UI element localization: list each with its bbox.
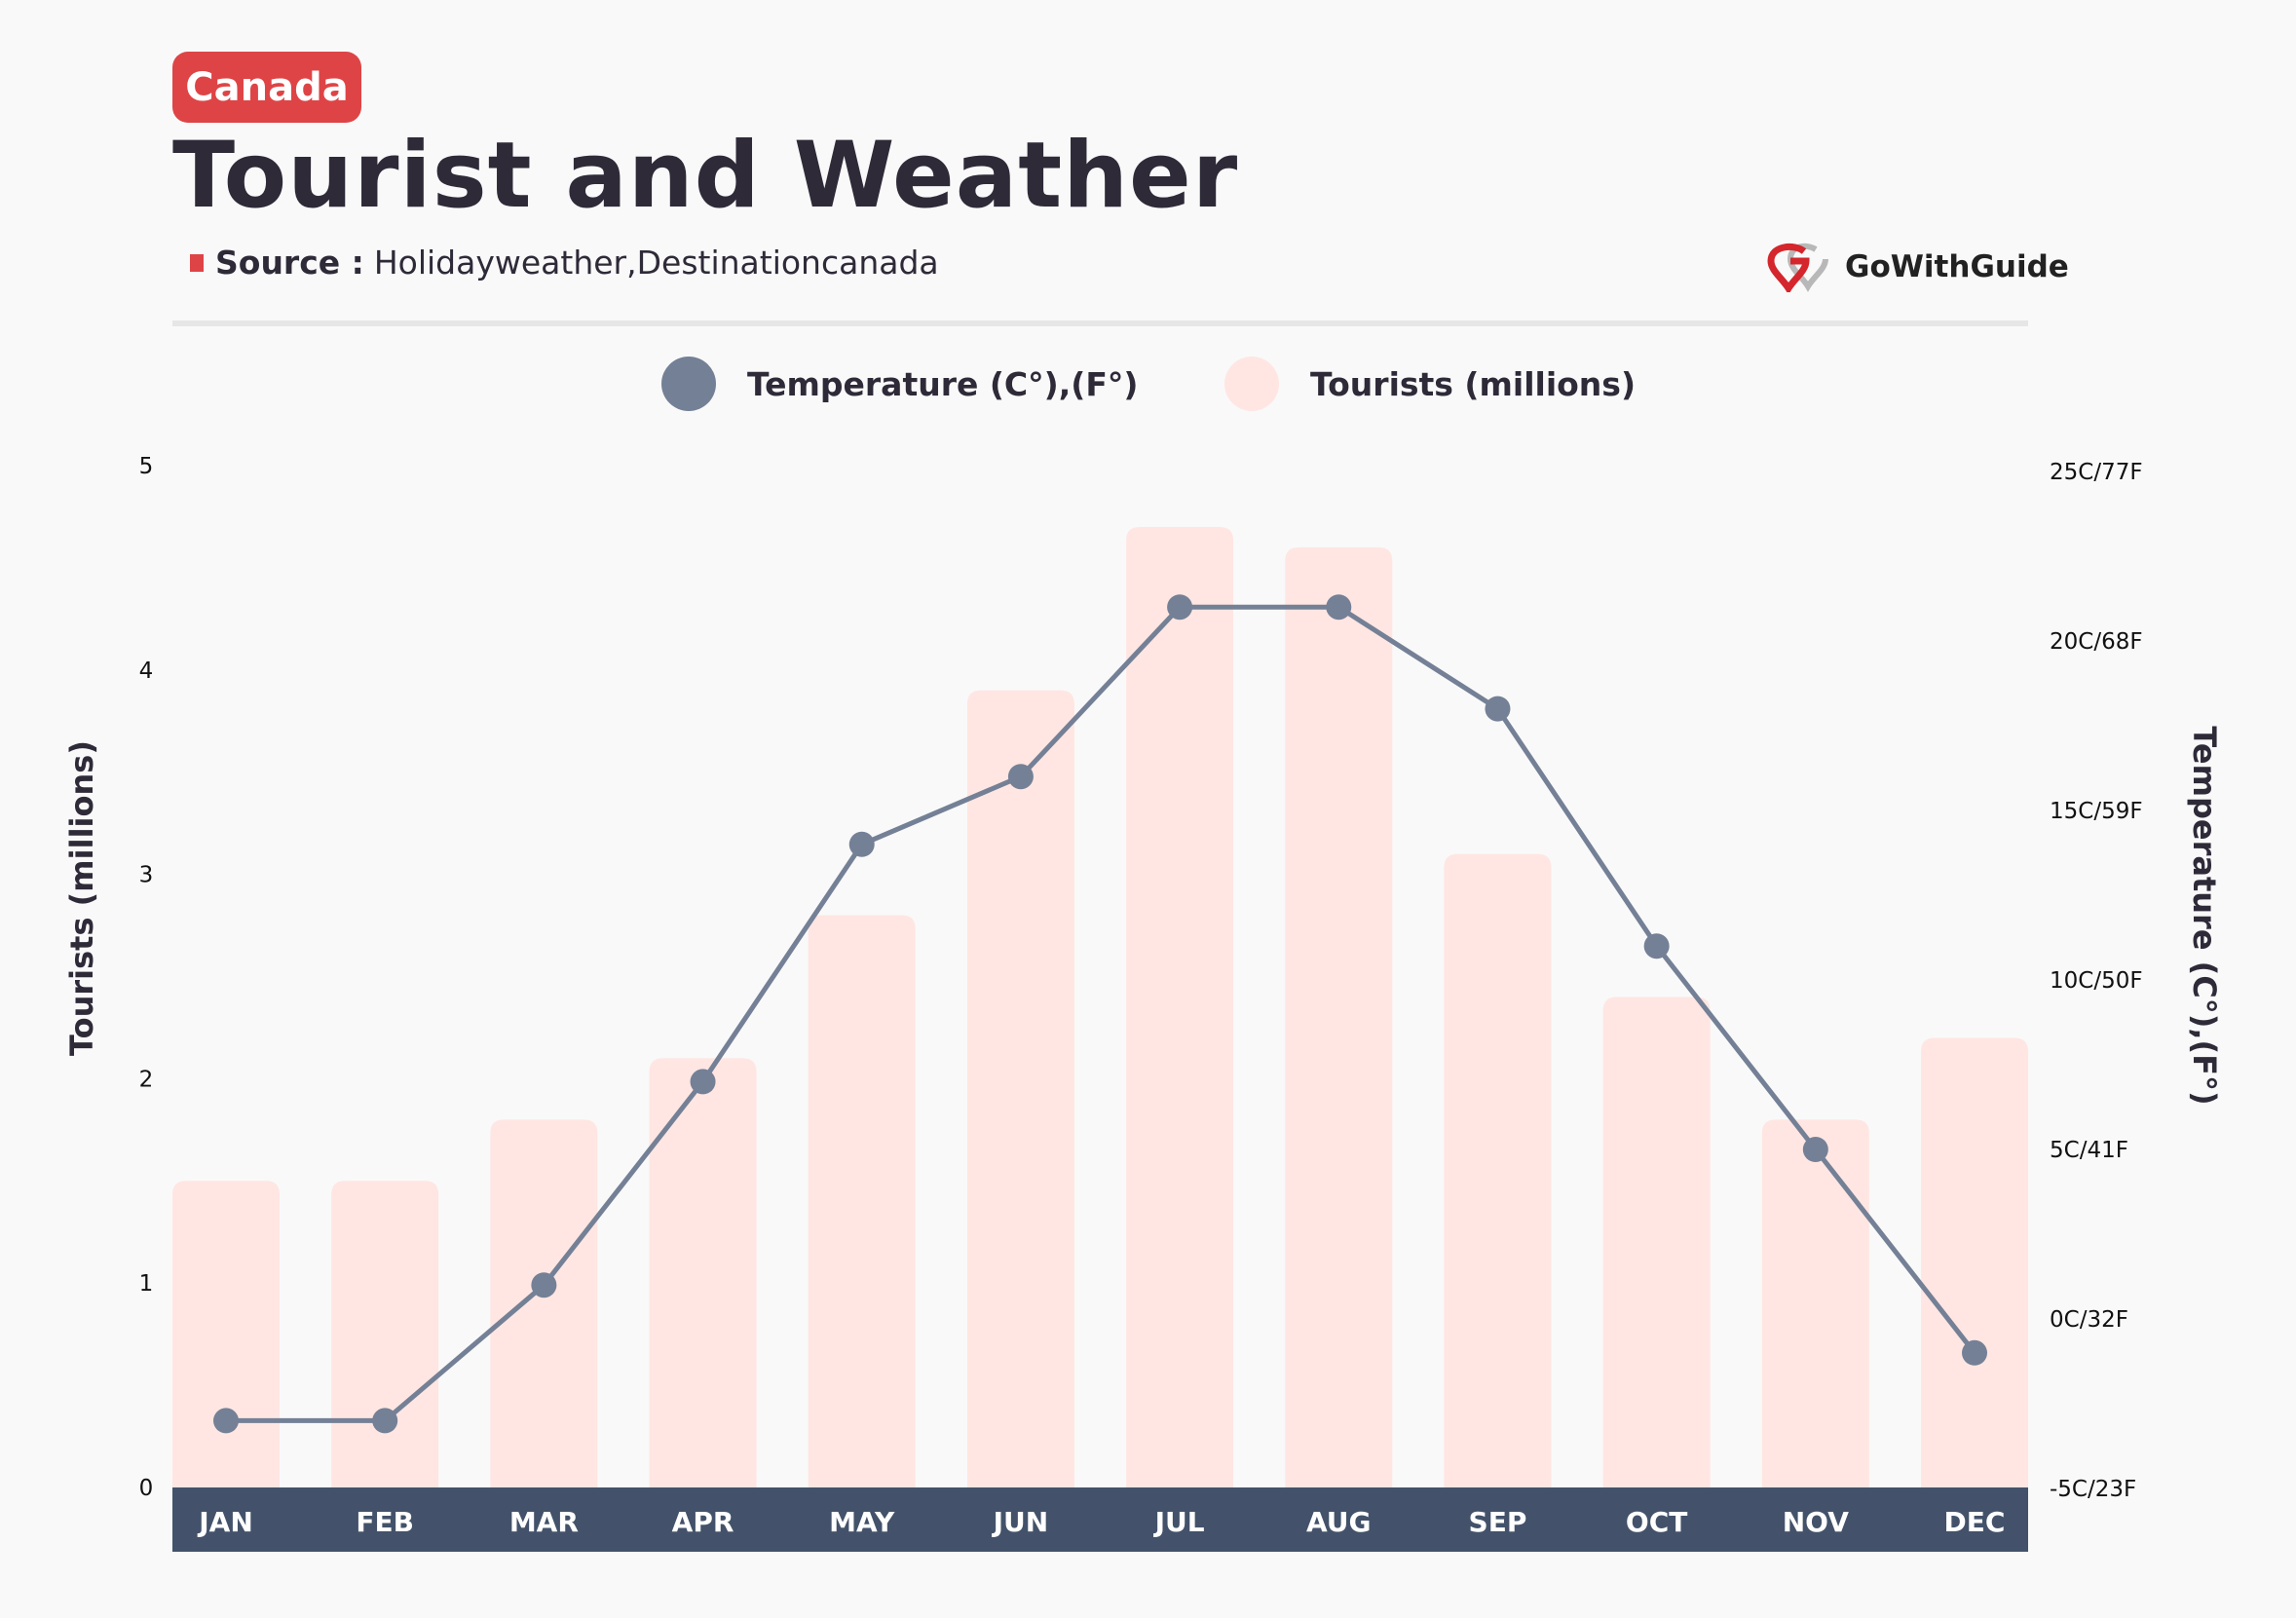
tourist-bar-apr (649, 1058, 757, 1487)
source-line: Source : Holidayweather,Destinationcanad… (190, 244, 939, 282)
temperature-point-mar (531, 1272, 557, 1298)
header-divider (172, 320, 2028, 326)
source-marker-icon (190, 253, 204, 272)
tourist-bar-nov (1761, 1119, 1869, 1487)
tourist-bar-jun (966, 690, 1074, 1487)
tourist-bar-oct (1602, 997, 1711, 1487)
x-tick-label: JAN (197, 1506, 253, 1538)
temperature-point-jul (1167, 594, 1193, 621)
temperature-point-aug (1326, 594, 1352, 621)
x-tick-label: AUG (1306, 1506, 1372, 1538)
x-tick-label: FEB (356, 1506, 414, 1538)
legend-temperature-label: Temperature (C°),(F°) (747, 365, 1138, 403)
y2-axis-title: Temperature (C°),(F°) (2186, 726, 2223, 1105)
x-tick-label: SEP (1469, 1506, 1527, 1538)
y-tick-label: 0 (139, 1476, 154, 1501)
y2-tick-label: 10C/50F (2050, 968, 2143, 994)
x-tick-label: DEC (1944, 1506, 2006, 1538)
temperature-point-apr (690, 1069, 716, 1095)
y-tick-label: 1 (139, 1271, 154, 1297)
temperature-point-jun (1007, 764, 1034, 790)
temperature-point-sep (1485, 696, 1511, 722)
y-tick-label: 5 (139, 454, 154, 479)
tourist-bar-dec (1921, 1037, 2028, 1487)
temperature-point-dec (1962, 1339, 1987, 1366)
tourist-bar-jul (1126, 526, 1234, 1487)
x-tick-label: JUL (1153, 1506, 1205, 1538)
y-tick-label: 4 (139, 658, 154, 684)
temperature-point-oct (1643, 933, 1670, 960)
month-axis-band (172, 1487, 2028, 1552)
tourist-bar-may (808, 915, 916, 1487)
tourist-bar-sep (1444, 853, 1552, 1487)
x-tick-label: MAY (829, 1506, 895, 1538)
legend-temperature-swatch (661, 357, 716, 411)
temperature-line (226, 604, 1976, 1423)
source-label: Source : (215, 244, 364, 282)
y2-tick-label: 20C/68F (2050, 629, 2143, 655)
y2-tick-label: 25C/77F (2050, 460, 2143, 485)
temperature-point-may (848, 831, 875, 857)
y2-tick-label: 5C/41F (2050, 1138, 2128, 1163)
page-title: Tourist and Weather (172, 123, 1239, 229)
y-tick-label: 2 (139, 1067, 154, 1092)
y2-tick-label: 0C/32F (2050, 1307, 2128, 1333)
logo-text: GoWithGuide (1845, 249, 2069, 284)
source-value: Holidayweather,Destinationcanada (373, 244, 939, 282)
x-tick-label: JUN (992, 1506, 1049, 1538)
tourist-bar-aug (1285, 546, 1393, 1487)
temperature-point-jan (213, 1408, 239, 1434)
legend-tourists-label: Tourists (millions) (1310, 365, 1636, 403)
y-axis-title: Tourists (millions) (63, 740, 100, 1056)
x-tick-label: NOV (1783, 1506, 1849, 1538)
temperature-point-feb (372, 1408, 398, 1434)
tourist-bar-jan (172, 1181, 280, 1487)
y-tick-label: 3 (139, 863, 154, 888)
tourist-bar-mar (490, 1119, 598, 1487)
gowithguide-logo-icon (1767, 243, 1828, 292)
x-tick-label: OCT (1626, 1506, 1687, 1538)
logo: GoWithGuide (1767, 242, 2069, 292)
country-badge: Canada (172, 52, 361, 123)
temperature-point-nov (1802, 1137, 1828, 1162)
legend-tourists-swatch (1224, 357, 1279, 411)
x-tick-label: APR (672, 1506, 734, 1538)
tourist-bar-feb (331, 1181, 439, 1487)
y2-tick-label: 15C/59F (2050, 799, 2143, 824)
y2-tick-label: -5C/23F (2050, 1477, 2136, 1502)
x-tick-label: MAR (509, 1506, 579, 1538)
